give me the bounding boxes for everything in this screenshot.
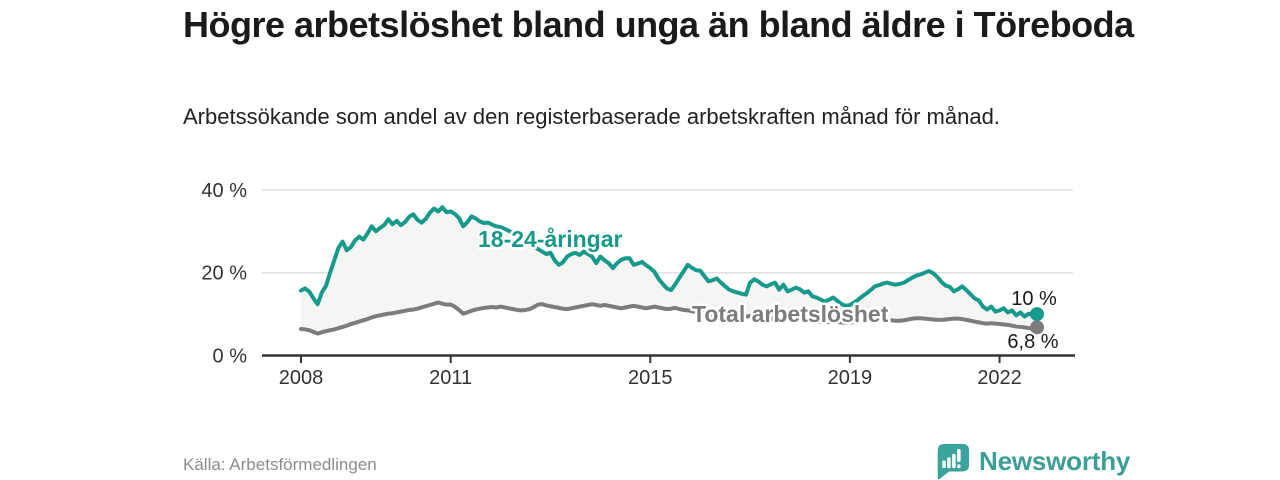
end-value-label-youth: 10 % — [1011, 288, 1057, 310]
chart-subtitle: Arbetssökande som andel av den registerb… — [183, 104, 1000, 129]
series-line-total — [299, 300, 1039, 336]
brand-name: Newsworthy — [979, 445, 1131, 476]
x-axis-tick-label: 2008 — [279, 367, 324, 389]
source-note: Källa: Arbetsförmedlingen — [183, 455, 377, 474]
ticks-layer: 2008 2011 2015 2019 2022 — [279, 355, 1022, 389]
series-end-dot-total — [1030, 320, 1044, 335]
x-axis-tick-label: 2011 — [429, 367, 472, 389]
bar-chart-speech-bubble-icon — [937, 443, 970, 480]
series-line-youth — [299, 205, 1039, 319]
x-axis-tick-label: 2022 — [977, 367, 1022, 389]
y-axis-tick-label: 40 % — [201, 180, 247, 202]
series-label-total: Total arbetslöshet — [692, 301, 889, 327]
between-series-area — [301, 207, 1037, 334]
end-value-label-total: 6,8 % — [1007, 331, 1058, 353]
y-axis-tick-label: 0 % — [213, 346, 248, 368]
series-label-youth: 18-24-åringar — [478, 226, 623, 252]
chart-labels-layer: 18-24-åringar Total arbetslöshet 10 % 6,… — [476, 224, 1061, 356]
page-title: Högre arbetslöshet bland unga än bland ä… — [183, 4, 1134, 45]
x-axis-tick-label: 2015 — [628, 367, 673, 389]
series-end-dot-youth — [1030, 307, 1044, 322]
between-series-area-layer — [301, 207, 1037, 334]
y-axis-tick-label: 20 % — [201, 263, 247, 285]
newsworthy-logo[interactable]: Newsworthy — [932, 442, 1130, 480]
grid-layer: 0 % 20 % 40 % — [201, 180, 1073, 368]
series-layer — [299, 205, 1044, 336]
x-axis-tick-label: 2019 — [828, 367, 873, 389]
